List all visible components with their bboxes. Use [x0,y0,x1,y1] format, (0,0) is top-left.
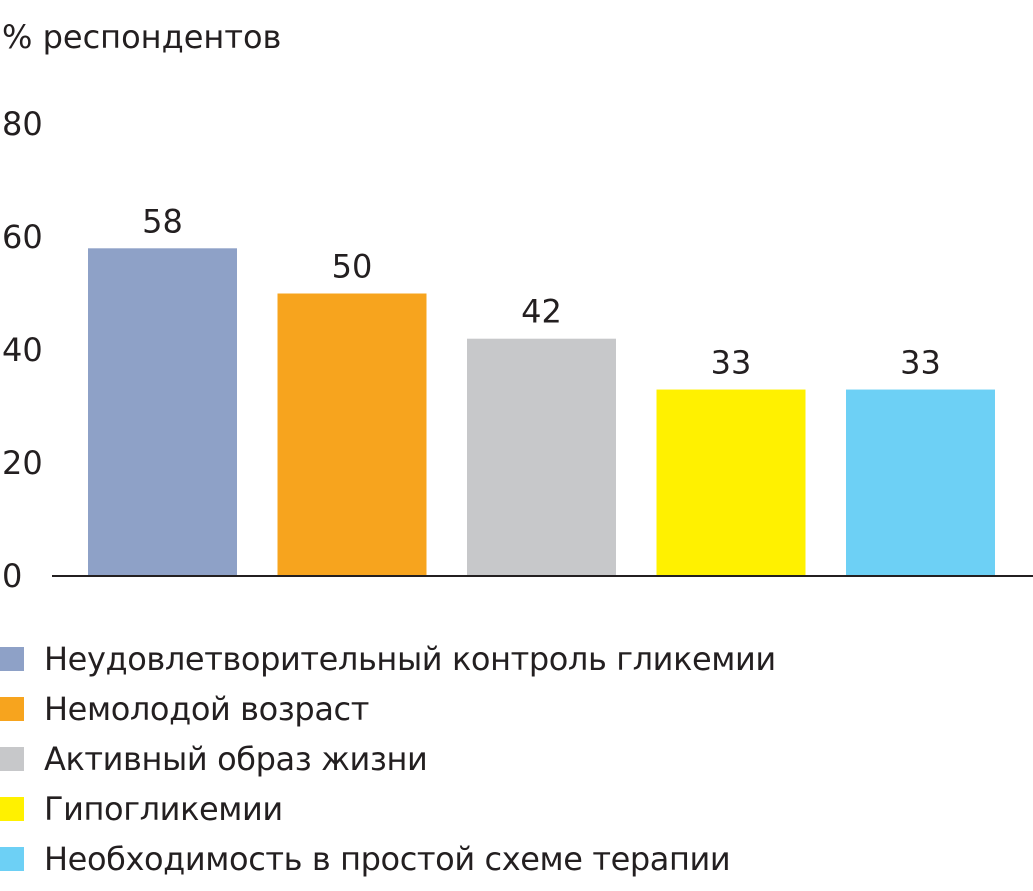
y-tick-label: 40 [2,331,43,369]
legend-swatch [0,697,24,721]
bar-value-label: 50 [332,248,373,286]
bar [88,248,237,577]
legend-label: Неудовлетворительный контроль гликемии [44,640,776,678]
y-tick-label: 0 [2,557,22,595]
legend-label: Гипогликемии [44,790,283,828]
bars [88,248,995,577]
y-tick-label: 60 [2,218,43,256]
bar [277,293,427,576]
y-axis-label: % респондентов [2,18,281,56]
y-axis-ticks: 0 20 40 60 80 [2,105,43,595]
legend-swatch [0,747,24,771]
bar-value-label: 42 [521,293,562,331]
y-tick-label: 20 [2,444,43,482]
legend-swatch [0,847,24,871]
bar-chart: % респондентов 0 20 40 60 80 58 50 42 33 33 [2,18,1033,595]
y-tick-label: 80 [2,105,43,143]
legend-label: Немолодой возраст [44,690,369,728]
legend-swatch [0,647,24,671]
bar [656,389,806,576]
bar-value-label: 33 [900,344,941,382]
legend-swatch [0,797,24,821]
data-labels: 58 50 42 33 33 [142,202,941,381]
bar [467,338,616,576]
legend-label: Необходимость в простой схеме терапии [44,840,731,878]
bar [846,389,995,576]
bar-value-label: 33 [711,344,752,382]
bar-value-label: 58 [142,202,183,240]
legend-label: Активный образ жизни [44,740,428,778]
